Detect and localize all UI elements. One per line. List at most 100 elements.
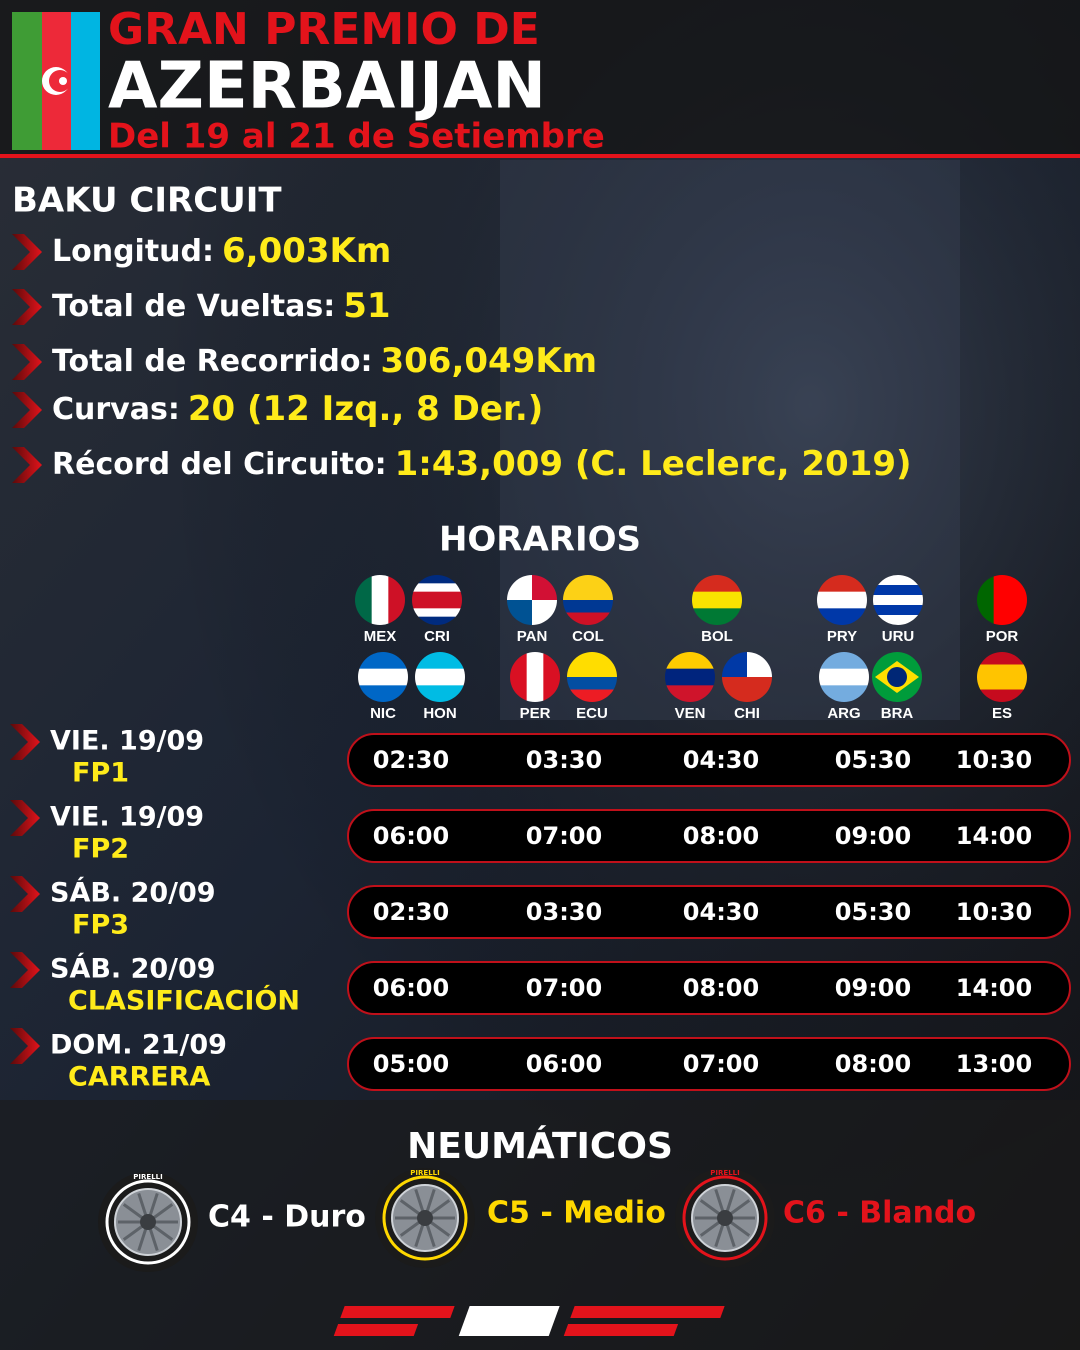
chevron: [10, 952, 40, 988]
tyre-brand: PIRELLI: [133, 1173, 162, 1181]
session-day: SÁB. 20/09: [50, 953, 216, 985]
tyre-hub: [717, 1210, 733, 1226]
flag-part: [412, 608, 462, 618]
building-blur: [500, 160, 960, 720]
flag-part: [412, 575, 462, 584]
flag: [692, 575, 742, 625]
flag-code: URU: [882, 628, 915, 645]
fact: Récord del Circuito: 1:43,009 (C. Leclerc…: [52, 444, 912, 484]
tyre-label: C4 - Duro: [208, 1200, 366, 1235]
flag-part: [665, 652, 715, 670]
azerbaijan-flag: [12, 12, 100, 150]
flag-part: [817, 575, 867, 593]
session-day: VIE. 19/09: [50, 802, 204, 833]
flag-code: PAN: [517, 628, 548, 645]
flag-part: [567, 664, 617, 678]
flag-part: [665, 668, 715, 686]
flag: [817, 575, 867, 625]
flag: [507, 575, 557, 625]
flag-code: NIC: [370, 705, 396, 722]
session-time: 03:30: [526, 898, 602, 926]
flag: [358, 652, 408, 702]
tyres-title: NEUMÁTICOS: [407, 1125, 673, 1167]
flag-part: [355, 575, 373, 625]
flag: [873, 575, 923, 625]
session-name: CARRERA: [68, 1062, 211, 1093]
flag-code: BRA: [881, 705, 914, 722]
flag: [355, 575, 405, 625]
session-time: 04:30: [683, 898, 759, 926]
flag-part: [543, 652, 560, 702]
chevron: [10, 724, 40, 760]
session-time: 06:00: [373, 974, 449, 1002]
flag-code: BOL: [701, 628, 733, 645]
flag-part: [873, 605, 923, 616]
session-time: 08:00: [683, 974, 759, 1002]
flag-code: ES: [992, 705, 1012, 722]
flag-code: PRY: [827, 628, 857, 645]
flag-code: HON: [423, 705, 456, 722]
flag-code: MEX: [364, 628, 397, 645]
session-time: 05:00: [373, 1050, 449, 1078]
chevron-shape: [10, 1028, 40, 1064]
flag-part: [415, 652, 465, 670]
header-band: [0, 0, 1080, 156]
flag-part: [567, 677, 617, 690]
flag-part: [692, 608, 742, 625]
flag-part: [873, 595, 923, 606]
flag-part: [819, 652, 869, 670]
session-day: SÁB. 20/09: [50, 877, 216, 909]
flag: [977, 575, 1027, 625]
tyre: PIRELLI: [675, 1168, 775, 1268]
chevron: [12, 447, 42, 483]
chevron-shape: [12, 234, 42, 270]
session-time: 07:00: [683, 1050, 759, 1078]
flag-part: [415, 668, 465, 686]
session-time: 04:30: [683, 746, 759, 774]
flag-part: [358, 668, 408, 686]
tyre-band: [105, 1179, 191, 1265]
session-time: 08:00: [835, 1050, 911, 1078]
fact-value: 6,003Km: [222, 231, 391, 271]
flag-part: [563, 600, 613, 613]
time-pill: [347, 733, 1071, 787]
chevron-shape: [10, 876, 40, 912]
chevron: [12, 234, 42, 270]
session-day: DOM. 21/09: [50, 1030, 227, 1061]
fact: Longitud: 6,003Km: [52, 231, 391, 271]
chevron: [12, 344, 42, 380]
session-time: 09:00: [835, 822, 911, 850]
flag-code: CHI: [734, 705, 760, 722]
flag-part: [526, 652, 544, 702]
flag: [872, 652, 922, 702]
chevron-shape: [10, 952, 40, 988]
tyre: PIRELLI: [375, 1168, 475, 1268]
chevron-shape: [10, 800, 40, 836]
tyre-band: [682, 1175, 768, 1261]
flag-part: [563, 587, 613, 601]
fact-label: Longitud:: [52, 234, 214, 269]
session-name: FP1: [72, 758, 129, 789]
flag-part: [412, 583, 462, 593]
flag-code: ARG: [827, 705, 860, 722]
flag-part: [873, 615, 923, 625]
session-time: 08:00: [683, 822, 759, 850]
time-pill: [347, 1037, 1071, 1091]
session-time: 14:00: [956, 974, 1032, 1002]
session-time: 13:00: [956, 1050, 1032, 1078]
flag-part: [358, 652, 408, 670]
fact-label: Total de Recorrido:: [52, 344, 372, 379]
session-name: FP2: [72, 834, 129, 865]
title-line1: GRAN PREMIO DE: [108, 4, 540, 55]
tyre: PIRELLI: [98, 1172, 198, 1272]
session-name: FP3: [72, 910, 129, 941]
tyre-brand: PIRELLI: [410, 1169, 439, 1177]
flag-part: [1010, 575, 1027, 625]
flag-part: [887, 667, 907, 687]
fact-value: 1:43,009 (C. Leclerc, 2019): [395, 444, 912, 484]
flag-part: [415, 685, 465, 702]
chevron: [12, 392, 42, 428]
flag: [510, 652, 560, 702]
flag-part: [993, 575, 1011, 625]
flag-part: [692, 591, 742, 609]
